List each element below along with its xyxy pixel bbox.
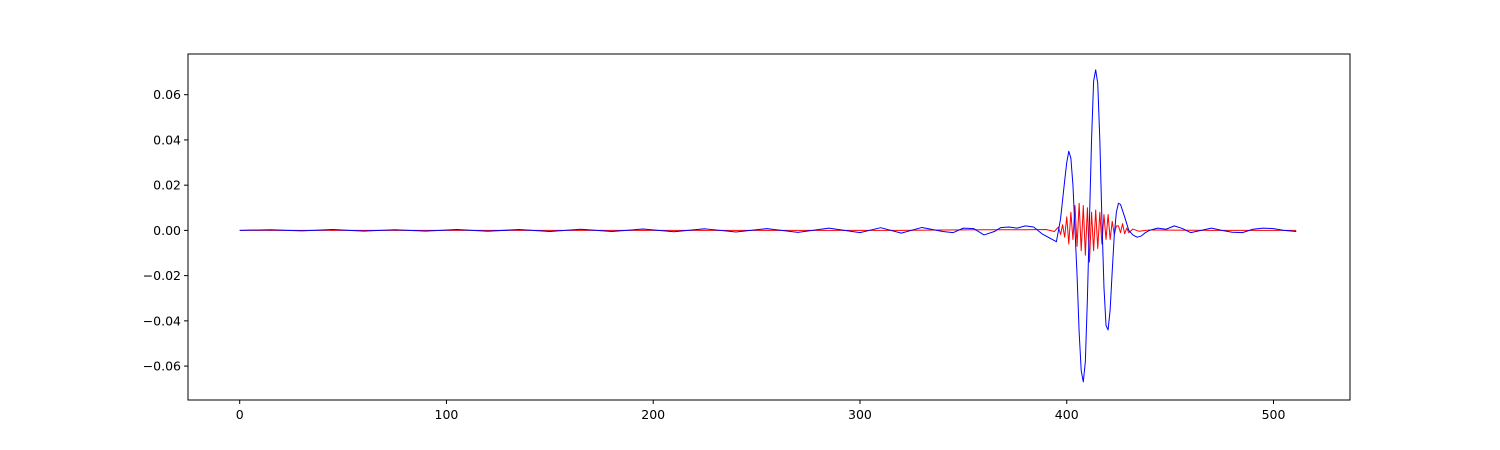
y-tick-label: 0.00 [153,223,181,238]
y-tick-label: −0.06 [143,359,181,374]
y-tick-label: −0.02 [143,268,181,283]
axes-border [187,53,1351,401]
x-tick-label: 400 [1055,407,1079,422]
x-tick-label: 500 [1262,407,1286,422]
x-tick-label: 0 [236,407,244,422]
y-tick-label: 0.04 [153,132,181,147]
x-tick-label: 300 [848,407,872,422]
x-tick-label: 100 [435,407,459,422]
y-axis: −0.06 −0.04 −0.02 0.00 0.02 0.04 0.06 [143,87,188,374]
y-tick-label: 0.02 [153,178,181,193]
x-tick-label: 200 [641,407,665,422]
axes-frame [187,53,1351,401]
series-line-2 [239,69,1297,383]
x-axis: 0 100 200 300 400 500 [236,400,1286,422]
series-line-1 [239,202,1297,263]
y-tick-label: −0.04 [143,313,181,328]
y-tick-label: 0.06 [153,87,181,102]
plot-area [239,69,1297,383]
